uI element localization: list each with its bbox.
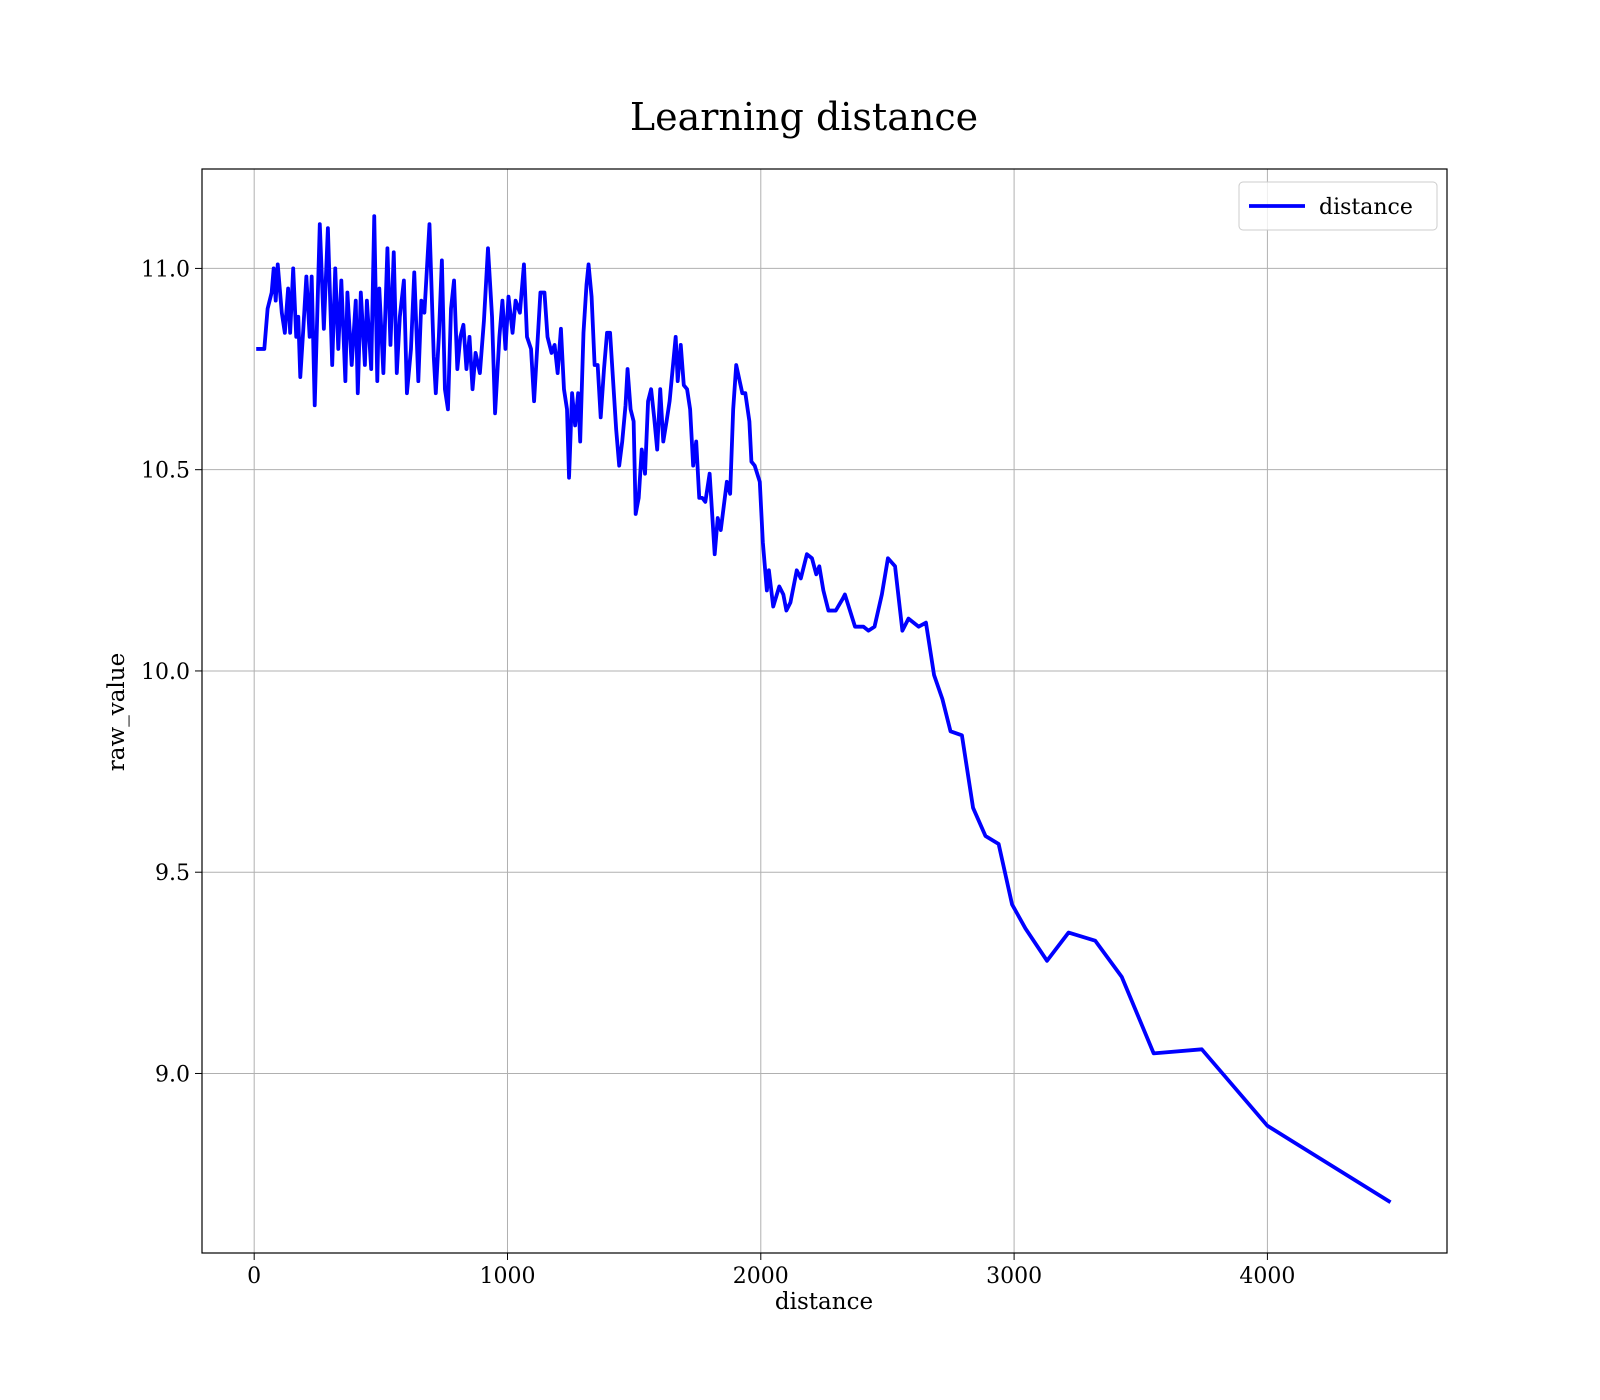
y-tick-label: 9.0 bbox=[155, 1062, 190, 1087]
y-axis-label: raw_value bbox=[104, 653, 130, 771]
x-tick-label: 2000 bbox=[733, 1264, 789, 1289]
y-tick-label: 10.0 bbox=[141, 660, 190, 685]
legend-label: distance bbox=[1319, 195, 1413, 220]
y-tick-label: 9.5 bbox=[155, 861, 190, 886]
chart-title: Learning distance bbox=[630, 95, 978, 139]
x-axis-label: distance bbox=[775, 1289, 873, 1315]
x-tick-label: 0 bbox=[247, 1264, 261, 1289]
plot-frame bbox=[201, 168, 1448, 1254]
y-tick-label: 11.0 bbox=[141, 257, 190, 282]
legend-box bbox=[1238, 181, 1438, 231]
x-tick-label: 1000 bbox=[479, 1264, 535, 1289]
x-tick-label: 4000 bbox=[1239, 1264, 1295, 1289]
legend: distance bbox=[1238, 181, 1438, 231]
y-tick-label: 10.5 bbox=[141, 459, 190, 484]
x-tick-label: 3000 bbox=[986, 1264, 1042, 1289]
data-line bbox=[256, 214, 1392, 1204]
